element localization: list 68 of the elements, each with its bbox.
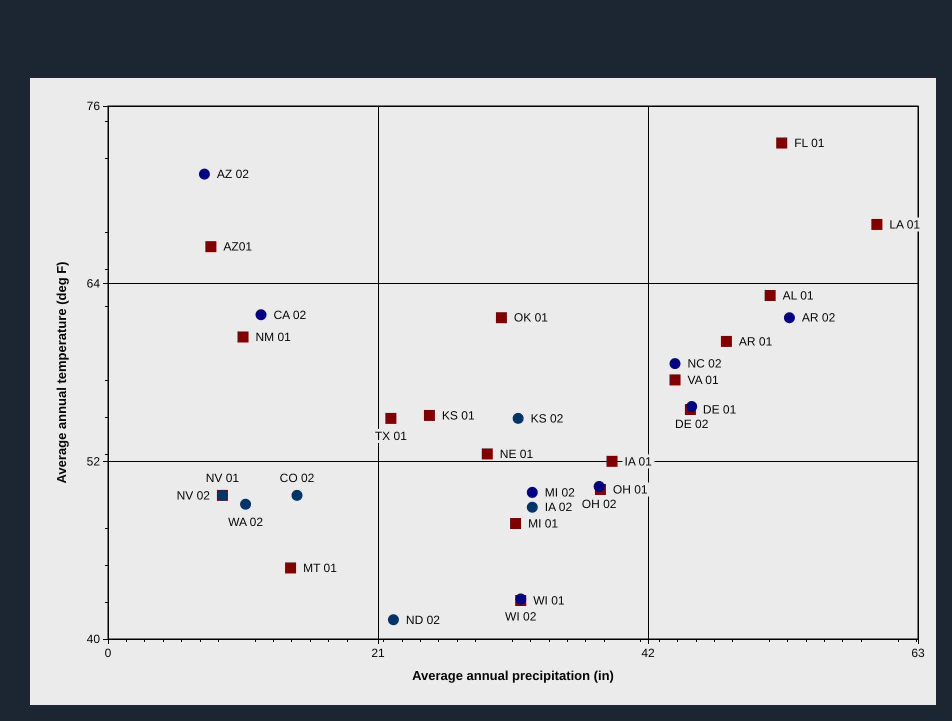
data-label: TX 01 xyxy=(374,428,408,443)
data-label: MI 01 xyxy=(528,516,558,531)
data-label: LA 01 xyxy=(889,217,920,232)
point xyxy=(256,309,266,320)
x-tick-label: 42 xyxy=(641,646,655,660)
point xyxy=(512,412,524,424)
point xyxy=(720,336,732,347)
y-tick-label: 40 xyxy=(86,632,100,646)
data-label: WA 02 xyxy=(228,514,264,529)
data-label: ND 02 xyxy=(406,612,440,627)
y-axis-title: Average annual temperature (deg F) xyxy=(54,261,69,484)
data-label: NE 01 xyxy=(500,446,534,461)
point xyxy=(594,481,605,492)
point xyxy=(496,312,507,324)
point xyxy=(510,518,522,530)
data-label: AR 01 xyxy=(738,334,773,348)
point xyxy=(670,358,680,370)
point xyxy=(198,168,210,180)
data-label: CA 02 xyxy=(274,308,307,322)
data-label: NM 01 xyxy=(256,330,292,344)
point xyxy=(238,331,248,342)
y-tick-label: 76 xyxy=(86,99,100,113)
point xyxy=(385,412,396,424)
data-label: AL 01 xyxy=(782,288,814,303)
data-label: KS 01 xyxy=(442,408,475,422)
y-tick-label: 64 xyxy=(86,276,100,291)
data-label: KS 02 xyxy=(530,411,564,426)
x-axis-title: Average annual precipitation (in) xyxy=(412,668,614,683)
x-tick-label: 0 xyxy=(104,646,112,660)
point xyxy=(606,456,618,467)
point xyxy=(285,562,296,574)
data-label: OK 01 xyxy=(514,310,548,325)
data-label: VA 01 xyxy=(688,372,719,387)
x-tick-label: 21 xyxy=(371,646,385,660)
point xyxy=(424,410,435,421)
point xyxy=(526,502,538,513)
y-tick-label: 52 xyxy=(86,454,100,468)
x-tick-label: 63 xyxy=(911,646,925,660)
point xyxy=(205,241,216,252)
point xyxy=(526,486,538,498)
point xyxy=(871,218,882,230)
point xyxy=(482,448,493,460)
point xyxy=(776,138,788,149)
data-label: CO 02 xyxy=(280,470,315,485)
point xyxy=(292,490,302,501)
data-label: MI 02 xyxy=(544,485,576,500)
data-label: OH 01 xyxy=(612,482,648,496)
data-label: AZ01 xyxy=(223,240,252,254)
data-label: FL 01 xyxy=(794,136,825,150)
point xyxy=(686,401,698,412)
data-label: OH 02 xyxy=(582,497,617,512)
point xyxy=(240,498,252,510)
point xyxy=(764,290,776,302)
point xyxy=(670,374,680,386)
data-label: MT 01 xyxy=(303,560,338,575)
data-label: AZ 02 xyxy=(216,167,250,182)
data-label: DE 01 xyxy=(702,402,737,417)
data-label: NV 01 xyxy=(206,470,240,485)
data-label: IA 02 xyxy=(544,500,572,514)
data-label: NC 02 xyxy=(688,356,722,371)
data-label: AR 02 xyxy=(802,310,836,325)
data-label: WI 01 xyxy=(533,594,565,608)
data-label: NV 02 xyxy=(176,488,210,502)
data-label: WI 02 xyxy=(505,610,537,624)
point xyxy=(784,312,795,324)
point xyxy=(388,614,399,626)
data-label: IA 01 xyxy=(624,454,652,468)
data-label: DE 02 xyxy=(675,417,709,432)
